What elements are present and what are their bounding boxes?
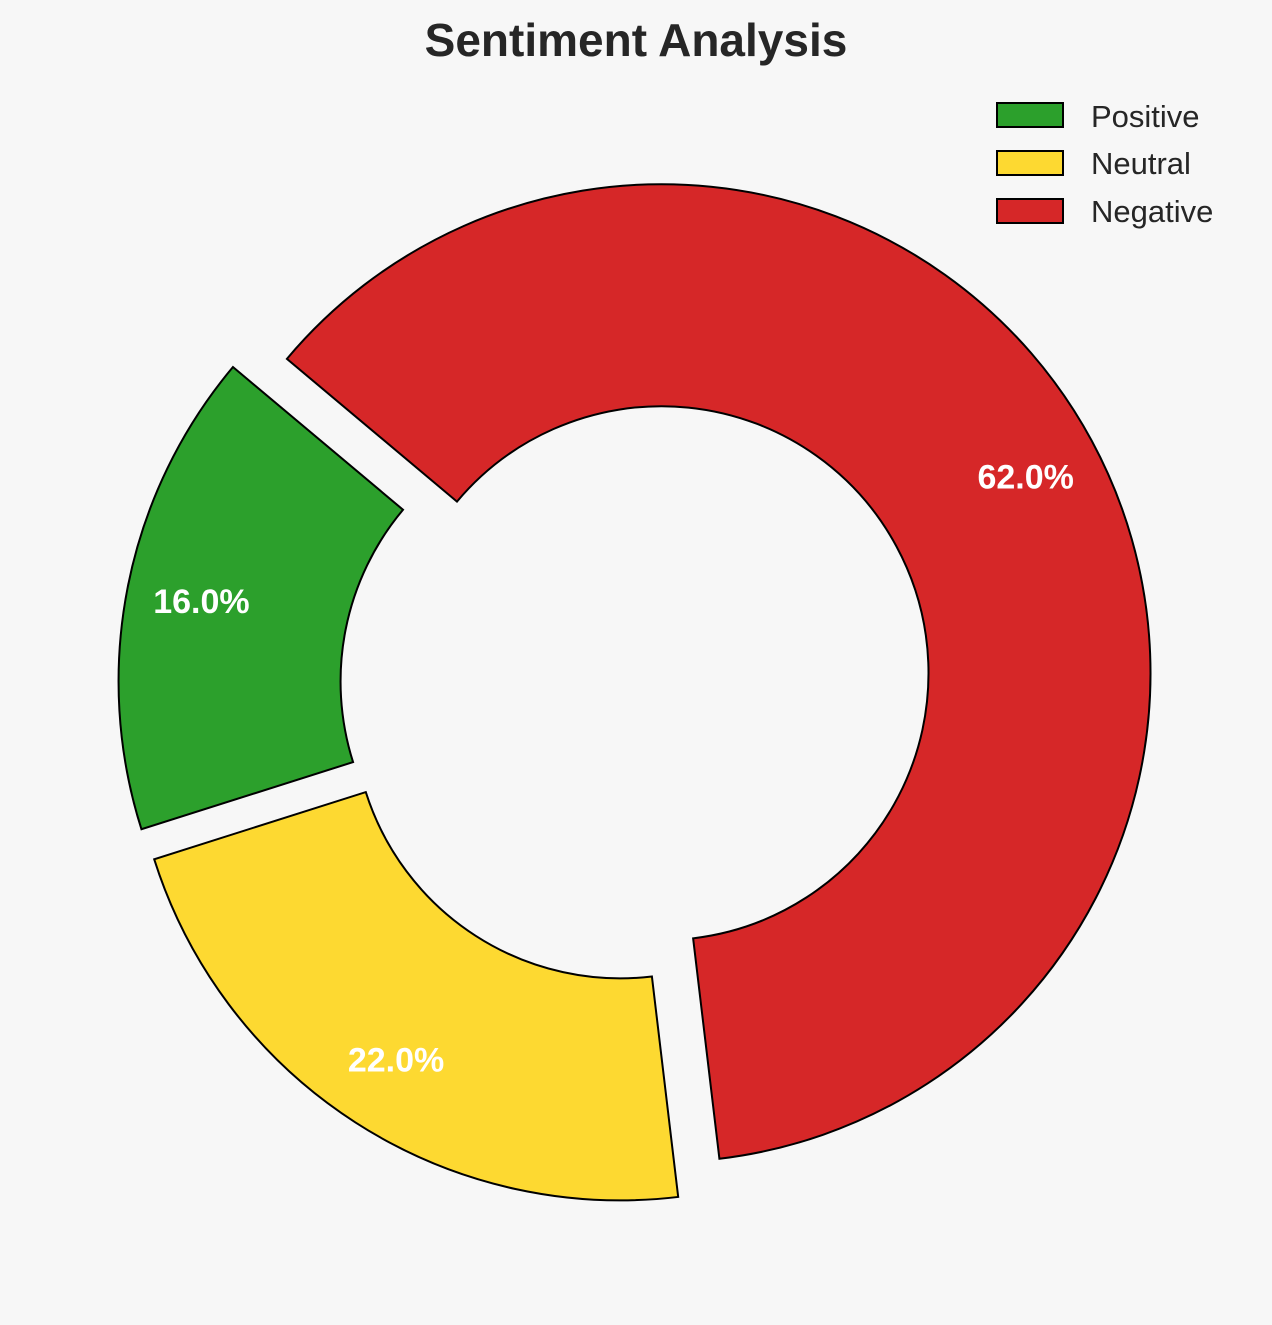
slice-labels: 16.0% 22.0% 62.0% [153,458,1074,1079]
legend-swatch-negative [996,198,1064,224]
slice-label-negative: 62.0% [977,458,1073,496]
slice-label-positive: 16.0% [153,583,249,621]
legend-swatch-neutral [996,150,1064,176]
legend: Positive Neutral Negative [996,99,1213,229]
slice-label-neutral: 22.0% [348,1041,444,1079]
slice-negative [285,183,1152,1160]
slices [117,183,1152,1202]
legend-swatch-positive [996,102,1064,128]
legend-label-positive: Positive [1091,99,1200,134]
chart-title: Sentiment Analysis [425,14,848,66]
legend-label-negative: Negative [1091,194,1213,229]
legend-label-neutral: Neutral [1091,146,1191,181]
slice-positive [117,365,405,831]
slice-neutral [152,790,680,1202]
